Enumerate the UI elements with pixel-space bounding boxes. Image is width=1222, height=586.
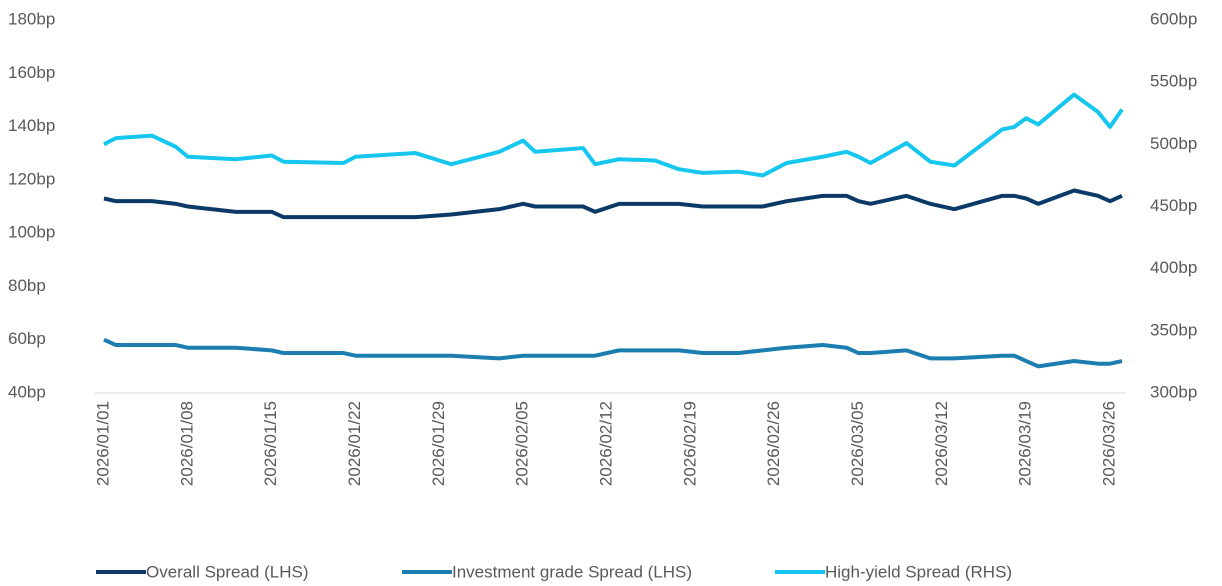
y2-tick-label: 300bp (1150, 382, 1197, 401)
x-tick-label: 2026/03/26 (1100, 401, 1119, 486)
y2-tick-label: 550bp (1150, 72, 1197, 91)
x-tick-label: 2026/02/05 (513, 401, 532, 486)
x-tick-label: 2026/02/12 (596, 401, 615, 486)
y-tick-label: 80bp (8, 276, 46, 295)
x-tick-label: 2026/01/29 (429, 401, 448, 486)
y2-tick-label: 400bp (1150, 258, 1197, 277)
x-tick-label: 2026/01/22 (345, 401, 364, 486)
y-tick-label: 100bp (8, 223, 55, 242)
series-line (103, 188, 1123, 220)
y-tick-label: 180bp (8, 9, 55, 28)
y2-tick-label: 350bp (1150, 320, 1197, 339)
y-tick-label: 140bp (8, 116, 55, 135)
series-line (103, 92, 1124, 178)
x-tick-label: 2026/02/26 (764, 401, 783, 486)
x-tick-label: 2026/02/19 (680, 401, 699, 486)
x-tick-label: 2026/01/08 (177, 401, 196, 486)
y-tick-label: 160bp (8, 63, 55, 82)
x-tick-label: 2026/03/12 (932, 401, 951, 486)
x-tick-label: 2026/03/19 (1016, 401, 1035, 486)
y2-tick-label: 600bp (1150, 9, 1197, 28)
legend-label: High-yield Spread (RHS) (825, 562, 1012, 581)
x-tick-label: 2026/03/05 (848, 401, 867, 486)
series-line (103, 337, 1123, 369)
y-tick-label: 120bp (8, 169, 55, 188)
x-tick-label: 2026/01/15 (261, 401, 280, 486)
y-tick-label: 60bp (8, 329, 46, 348)
legend-label: Investment grade Spread (LHS) (452, 562, 692, 581)
y-tick-label: 40bp (8, 382, 46, 401)
y2-tick-label: 450bp (1150, 196, 1197, 215)
x-tick-label: 2026/01/01 (93, 401, 112, 486)
legend-label: Overall Spread (LHS) (146, 562, 309, 581)
y2-tick-label: 500bp (1150, 134, 1197, 153)
